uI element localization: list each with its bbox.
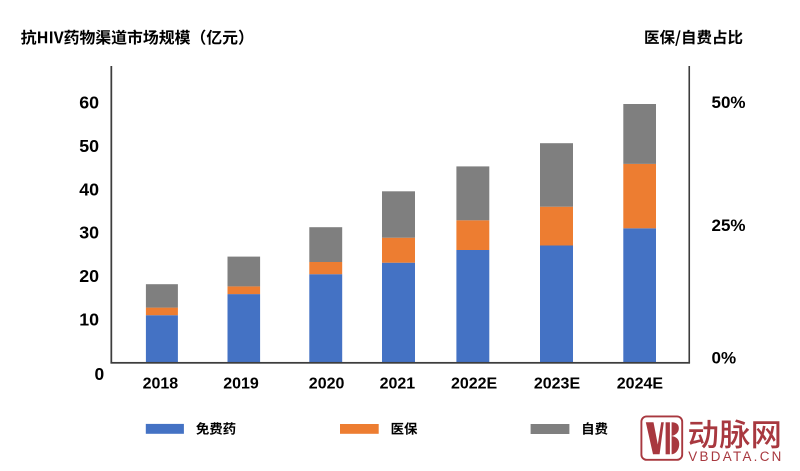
svg-text:10: 10 xyxy=(79,309,99,329)
svg-text:2021: 2021 xyxy=(380,376,416,393)
svg-text:2023E: 2023E xyxy=(534,376,581,393)
svg-text:2018: 2018 xyxy=(143,376,179,393)
svg-text:30: 30 xyxy=(79,223,99,243)
svg-text:0: 0 xyxy=(95,364,105,384)
svg-text:50%: 50% xyxy=(712,93,746,112)
svg-text:2020: 2020 xyxy=(309,376,345,393)
svg-text:60: 60 xyxy=(79,92,99,112)
svg-text:0%: 0% xyxy=(712,348,737,367)
svg-text:2022E: 2022E xyxy=(451,376,498,393)
svg-text:VBDATA.CN: VBDATA.CN xyxy=(688,449,783,464)
svg-text:50: 50 xyxy=(79,136,99,156)
svg-text:20: 20 xyxy=(79,266,99,286)
svg-text:2019: 2019 xyxy=(223,376,259,393)
svg-text:40: 40 xyxy=(79,179,99,199)
svg-text:25%: 25% xyxy=(712,216,746,235)
svg-text:2024E: 2024E xyxy=(617,376,664,393)
